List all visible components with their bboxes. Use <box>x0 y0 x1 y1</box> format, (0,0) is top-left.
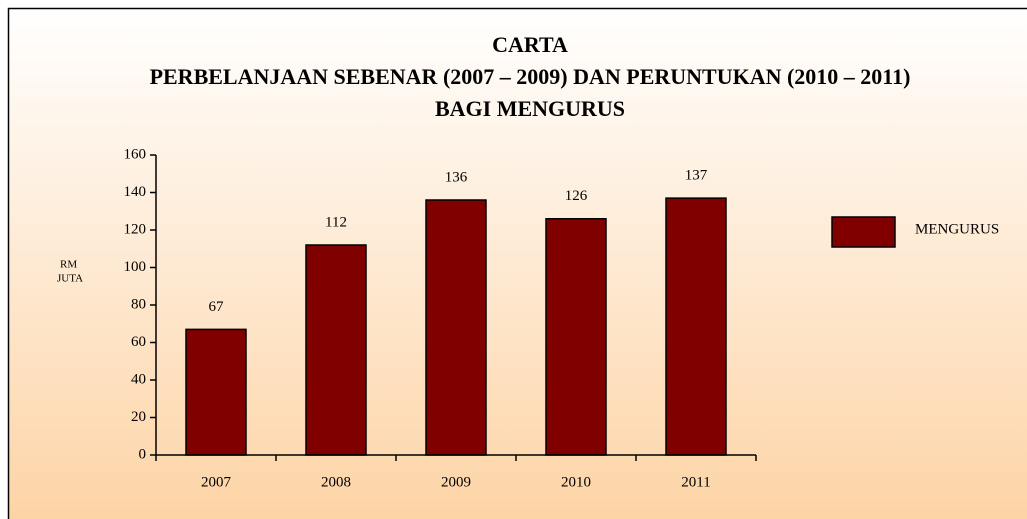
chart-title: BAGI MENGURUS <box>435 96 625 121</box>
bar <box>665 197 727 456</box>
bar <box>305 244 367 456</box>
y-tick-label: 0 <box>139 446 147 462</box>
y-tick-label: 80 <box>131 296 146 312</box>
chart-title: CARTA <box>492 32 568 57</box>
x-tick-label: 2007 <box>201 474 232 490</box>
data-label: 136 <box>445 169 468 185</box>
y-axis-label: RM <box>60 259 77 271</box>
x-tick-label: 2008 <box>321 474 351 490</box>
y-tick-label: 40 <box>131 371 146 387</box>
y-tick-label: 160 <box>124 146 147 162</box>
y-tick-label: 20 <box>131 409 146 425</box>
y-axis-label: JUTA <box>57 273 83 285</box>
bar <box>545 218 607 456</box>
legend-label: MENGURUS <box>915 221 999 237</box>
x-tick-label: 2010 <box>561 474 591 490</box>
bar <box>425 199 487 456</box>
y-tick-label: 120 <box>124 221 147 237</box>
legend-swatch <box>831 216 896 248</box>
y-tick-label: 60 <box>131 334 146 350</box>
chart-background <box>7 7 1027 519</box>
data-label: 126 <box>565 188 588 204</box>
y-tick-label: 140 <box>124 184 147 200</box>
data-label: 112 <box>325 214 347 230</box>
x-tick-label: 2011 <box>681 474 710 490</box>
data-label: 67 <box>209 299 225 315</box>
chart-title: PERBELANJAAN SEBENAR (2007 – 2009) DAN P… <box>150 64 911 89</box>
data-label: 137 <box>685 168 708 184</box>
y-tick-label: 100 <box>124 259 147 275</box>
x-tick-label: 2009 <box>441 474 471 490</box>
bar <box>185 328 247 456</box>
